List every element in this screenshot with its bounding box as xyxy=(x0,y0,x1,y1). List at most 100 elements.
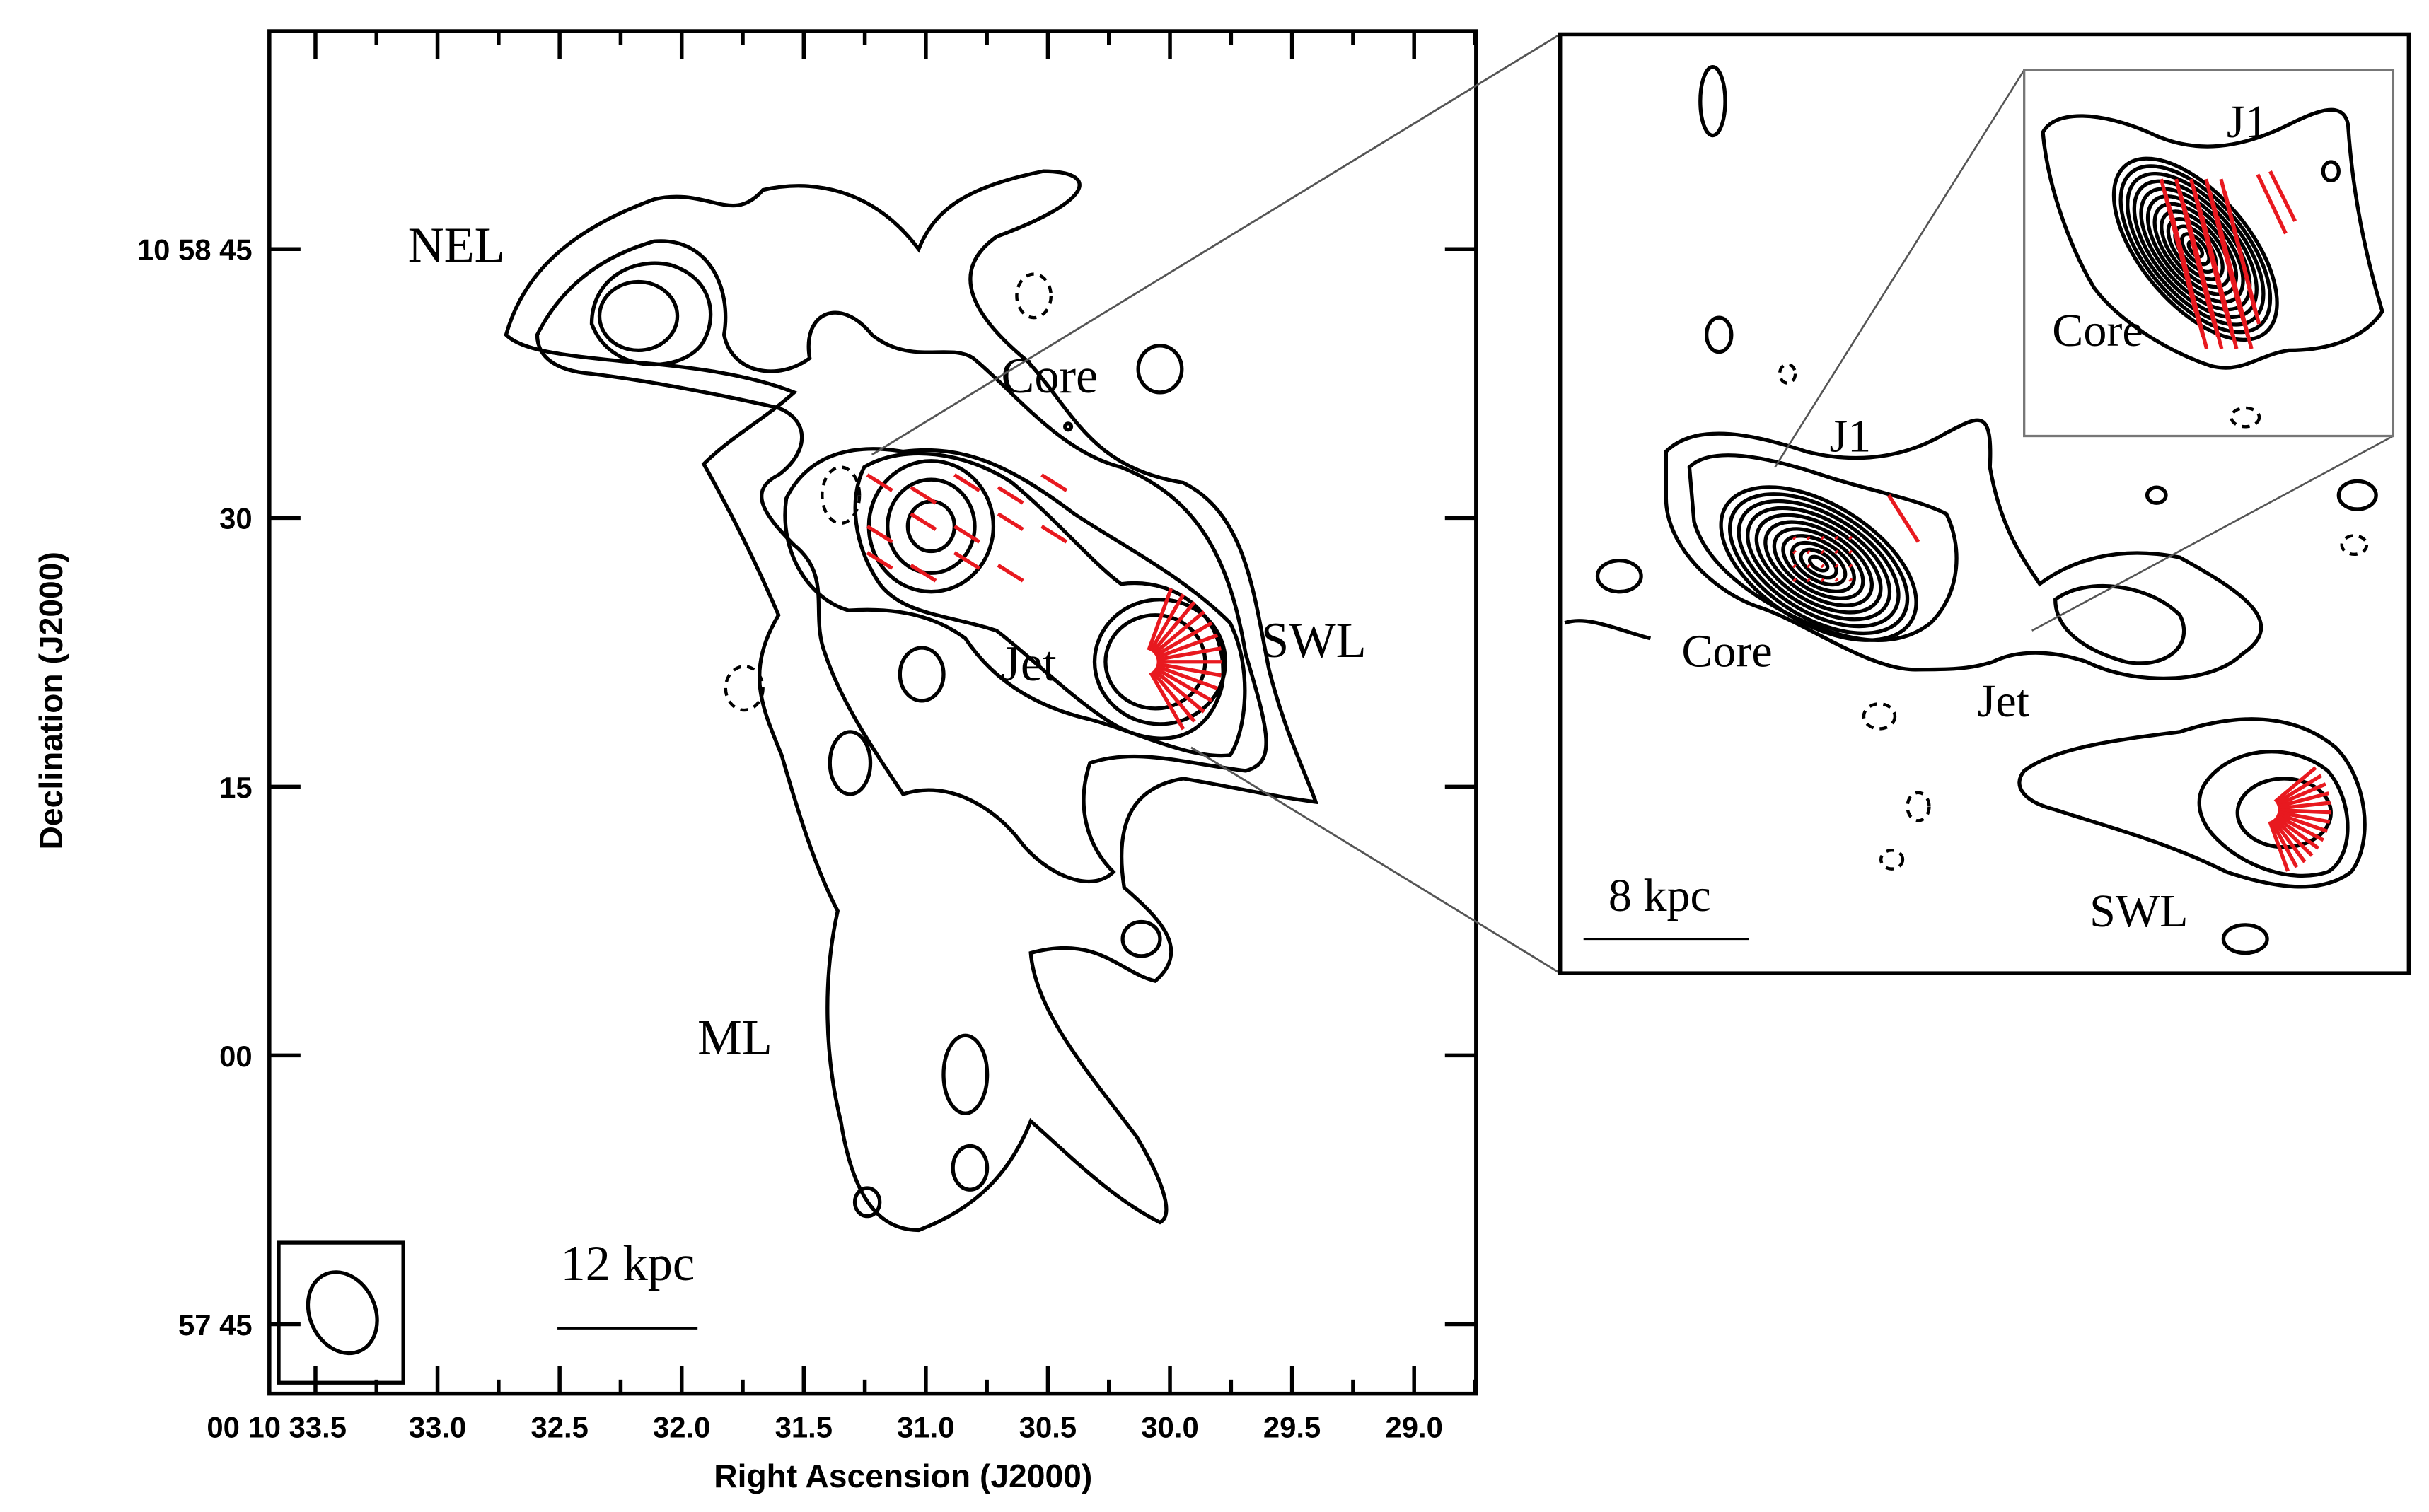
annotation: Core xyxy=(1001,349,1098,404)
vector xyxy=(2277,791,2329,809)
vector xyxy=(2200,216,2239,349)
vector xyxy=(2256,173,2288,235)
vector xyxy=(1155,633,1219,660)
vector xyxy=(1834,535,1839,540)
vector xyxy=(1156,662,1222,678)
contour xyxy=(852,1186,882,1219)
contour xyxy=(941,1033,990,1115)
vector xyxy=(1848,578,1853,583)
annotation: J1 xyxy=(2227,96,2268,148)
contour xyxy=(886,477,977,575)
vector xyxy=(997,564,1024,583)
x-tick-label: 32.0 xyxy=(653,1410,710,1443)
x-axis-label: Right Ascension (J2000) xyxy=(714,1458,1092,1494)
contour xyxy=(2152,202,2239,296)
vector xyxy=(2276,782,2326,807)
x-tick-label: 31.0 xyxy=(897,1410,954,1443)
contour xyxy=(783,447,1247,758)
y-tick-label: 10 58 45 xyxy=(137,233,253,267)
vector xyxy=(1151,670,1196,723)
connector xyxy=(1190,746,1561,975)
annotation: SWL xyxy=(2089,885,2188,937)
vector xyxy=(2271,818,2307,863)
contour xyxy=(898,646,946,703)
x-tick-label: 29.5 xyxy=(1263,1410,1321,1443)
polarization-vectors xyxy=(2159,170,2297,349)
contour xyxy=(589,261,713,367)
contour xyxy=(1595,559,1643,594)
vector xyxy=(953,473,981,492)
vector xyxy=(1820,549,1825,554)
beam xyxy=(306,1270,379,1356)
vector xyxy=(2268,820,2290,872)
x-tick-label: 00 10 33.5 xyxy=(207,1410,347,1443)
vector xyxy=(2278,801,2331,810)
contour xyxy=(1015,272,1053,320)
vector xyxy=(910,512,937,531)
contour xyxy=(1704,315,1734,354)
vector xyxy=(1151,600,1196,653)
vector xyxy=(1149,593,1185,652)
vector xyxy=(2170,216,2209,349)
vector xyxy=(1806,549,1811,554)
contour xyxy=(1746,506,1892,622)
vector xyxy=(1040,473,1068,492)
vector xyxy=(2269,820,2299,868)
contour xyxy=(1719,485,1918,642)
annotation: NEL xyxy=(408,218,505,273)
contour xyxy=(1687,453,1959,643)
contour xyxy=(1092,598,1228,726)
contour xyxy=(1564,619,1652,641)
y-tick-label: 00 xyxy=(219,1040,253,1073)
vector xyxy=(1147,588,1173,651)
vector xyxy=(1820,535,1825,540)
contour xyxy=(1698,65,1727,138)
y-tick-label: 15 xyxy=(219,771,253,804)
vector xyxy=(1156,646,1222,662)
contour xyxy=(1737,499,1901,629)
vector xyxy=(1040,524,1068,544)
vector xyxy=(1834,578,1839,583)
contour xyxy=(535,239,1268,884)
vector xyxy=(2215,216,2254,349)
contour xyxy=(1120,919,1162,958)
contour xyxy=(1906,791,1931,822)
contour xyxy=(2041,107,2384,370)
annotation: ML xyxy=(697,1011,772,1066)
x-tick-label: 32.5 xyxy=(531,1410,588,1443)
vector xyxy=(1792,564,1797,569)
connector xyxy=(1774,69,2025,468)
annotation: Core xyxy=(2052,305,2143,356)
vector xyxy=(866,551,893,570)
vector xyxy=(1806,535,1811,540)
vector xyxy=(1820,578,1825,583)
contour xyxy=(1136,344,1184,395)
y-axis-label: Declination (J2000) xyxy=(33,552,69,849)
annotation: J1 xyxy=(1830,411,1872,463)
beam-box xyxy=(277,1240,405,1385)
vector xyxy=(2277,810,2331,824)
contour xyxy=(2139,187,2252,312)
vector xyxy=(997,485,1024,505)
vector xyxy=(2273,817,2314,857)
vector xyxy=(1154,621,1213,658)
vector xyxy=(866,524,893,544)
contour xyxy=(504,169,1318,1233)
contour xyxy=(2132,179,2259,319)
contour xyxy=(597,279,680,353)
vector xyxy=(1806,564,1811,569)
vector xyxy=(953,524,981,544)
main-frame xyxy=(267,29,1478,1396)
contour xyxy=(2160,209,2232,289)
contour xyxy=(2053,583,2186,665)
contour xyxy=(1781,534,1856,594)
connector xyxy=(871,33,1561,456)
vector xyxy=(1848,535,1853,540)
vector xyxy=(866,473,893,492)
vector xyxy=(1149,671,1185,731)
contour xyxy=(1879,849,1905,871)
vector xyxy=(1792,549,1797,554)
vector xyxy=(1806,578,1811,583)
contour xyxy=(1790,540,1848,587)
